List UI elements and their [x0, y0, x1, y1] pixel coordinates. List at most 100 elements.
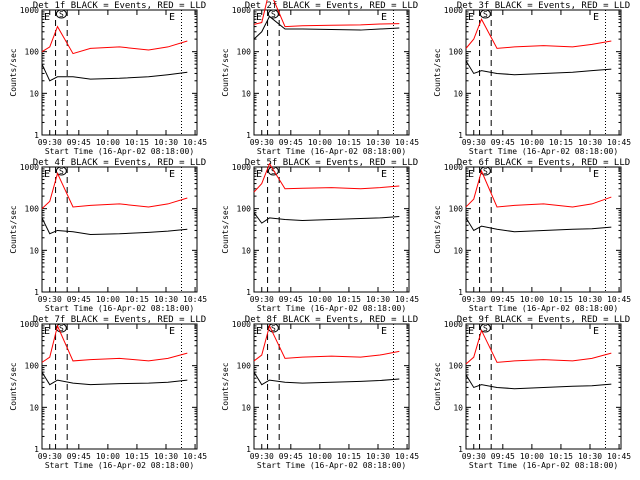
x-axis-label: Start Time (16-Apr-02 08:18:00) [45, 461, 194, 470]
y-tick-label: 1 [34, 131, 39, 140]
panel-title: Det 3f BLACK = Events, RED = LLD [457, 1, 630, 11]
x-tick-label: 09:45 [67, 138, 91, 147]
events-series-line [41, 217, 188, 235]
y-tick-label: 1000 [444, 6, 463, 15]
corner-label-left: E [256, 326, 262, 337]
y-tick-label: 10 [29, 246, 39, 255]
plot-frame [465, 323, 622, 450]
x-tick-label: 10:15 [337, 138, 361, 147]
x-tick-label: 09:30 [38, 452, 62, 461]
x-tick-label: 10:45 [607, 452, 631, 461]
corner-label-left: E [256, 169, 262, 180]
y-axis-label: Counts/sec [9, 205, 18, 253]
circle-marker [267, 9, 279, 19]
corner-label-right: E [169, 169, 175, 180]
x-tick-label: 10:30 [366, 138, 390, 147]
y-tick-label: 100 [25, 205, 40, 214]
detector-panel-1: Det 1f BLACK = Events, RED = LLD 1 10 100 10… [9, 1, 207, 156]
x-tick-label: 10:15 [125, 138, 149, 147]
x-tick-label: 10:45 [395, 452, 419, 461]
x-tick-label: 10:45 [183, 452, 207, 461]
plot-frame [253, 323, 410, 450]
y-axis-label: Counts/sec [433, 362, 442, 410]
events-series-line [253, 15, 400, 40]
x-tick-label: 09:30 [38, 295, 62, 304]
y-axis-label: Counts/sec [221, 48, 230, 96]
corner-label-left: E [468, 326, 474, 337]
corner-label-right: E [169, 326, 175, 337]
events-series-line [253, 212, 400, 224]
x-axis-label: Start Time (16-Apr-02 08:18:00) [257, 304, 406, 313]
lld-series-line [41, 25, 188, 55]
y-tick-label: 1 [458, 131, 463, 140]
x-tick-label: 10:30 [578, 452, 602, 461]
corner-label-left: E [468, 12, 474, 23]
y-tick-label: 100 [449, 362, 464, 371]
y-axis-label: Counts/sec [9, 48, 18, 96]
x-tick-label: 09:45 [279, 138, 303, 147]
x-tick-label: 09:30 [250, 138, 274, 147]
events-series-line [41, 63, 188, 82]
x-tick-label: 09:30 [250, 295, 274, 304]
x-tick-label: 09:45 [279, 452, 303, 461]
x-tick-label: 09:30 [250, 452, 274, 461]
x-tick-label: 10:00 [96, 452, 120, 461]
x-axis-label: Start Time (16-Apr-02 08:18:00) [45, 147, 194, 156]
y-tick-label: 1000 [232, 320, 251, 329]
lld-series-line [465, 329, 612, 365]
x-tick-label: 10:45 [607, 138, 631, 147]
circle-marker [55, 9, 67, 19]
detector-panel-7: Det 7f BLACK = Events, RED = LLD 1 10 100 10… [9, 315, 207, 470]
detector-panel-5: Det 5f BLACK = Events, RED = LLD 1 10 100 10… [221, 158, 419, 313]
x-tick-label: 10:15 [337, 452, 361, 461]
y-tick-label: 10 [241, 403, 251, 412]
y-tick-label: 1000 [232, 163, 251, 172]
x-tick-label: 10:15 [549, 295, 573, 304]
corner-label-left: E [468, 169, 474, 180]
detector-panel-6: Det 6f BLACK = Events, RED = LLD 1 10 100 10… [433, 158, 631, 313]
y-tick-label: 1 [246, 131, 251, 140]
y-tick-label: 1 [34, 445, 39, 454]
circle-marker-label: S [271, 167, 276, 176]
panel-title: Det 9f BLACK = Events, RED = LLD [457, 315, 630, 325]
panel-title: Det 8f BLACK = Events, RED = LLD [245, 315, 418, 325]
y-tick-label: 10 [241, 89, 251, 98]
y-tick-label: 1 [246, 288, 251, 297]
y-tick-label: 1000 [444, 320, 463, 329]
x-tick-label: 10:15 [549, 138, 573, 147]
x-tick-label: 10:30 [578, 138, 602, 147]
x-tick-label: 10:15 [125, 452, 149, 461]
x-tick-label: 10:00 [308, 138, 332, 147]
x-tick-label: 10:30 [154, 138, 178, 147]
y-tick-label: 100 [237, 205, 252, 214]
lld-series-line [253, 0, 400, 28]
corner-label-right: E [593, 12, 599, 23]
circle-marker-label: S [483, 167, 488, 176]
x-tick-label: 10:45 [395, 295, 419, 304]
y-tick-label: 1000 [232, 6, 251, 15]
x-tick-label: 10:30 [366, 452, 390, 461]
corner-label-right: E [381, 12, 387, 23]
corner-label-right: E [593, 169, 599, 180]
detector-panel-2: Det 2f BLACK = Events, RED = LLD 1 10 100 10… [221, 0, 419, 156]
x-tick-label: 10:30 [154, 295, 178, 304]
corner-label-left: E [44, 12, 50, 23]
x-axis-label: Start Time (16-Apr-02 08:18:00) [469, 461, 618, 470]
x-tick-label: 10:45 [183, 138, 207, 147]
circle-marker-label: S [271, 324, 276, 333]
y-tick-label: 100 [449, 48, 464, 57]
lld-series-line [253, 324, 400, 362]
corner-label-left: E [44, 169, 50, 180]
y-tick-label: 10 [453, 246, 463, 255]
y-axis-label: Counts/sec [221, 362, 230, 410]
circle-marker-label: S [483, 10, 488, 19]
events-series-line [465, 60, 612, 76]
circle-marker [479, 166, 491, 176]
x-axis-label: Start Time (16-Apr-02 08:18:00) [257, 461, 406, 470]
y-tick-label: 1000 [20, 6, 39, 15]
corner-label-right: E [169, 12, 175, 23]
x-tick-label: 10:00 [520, 138, 544, 147]
x-axis-label: Start Time (16-Apr-02 08:18:00) [469, 147, 618, 156]
x-tick-label: 10:30 [154, 452, 178, 461]
